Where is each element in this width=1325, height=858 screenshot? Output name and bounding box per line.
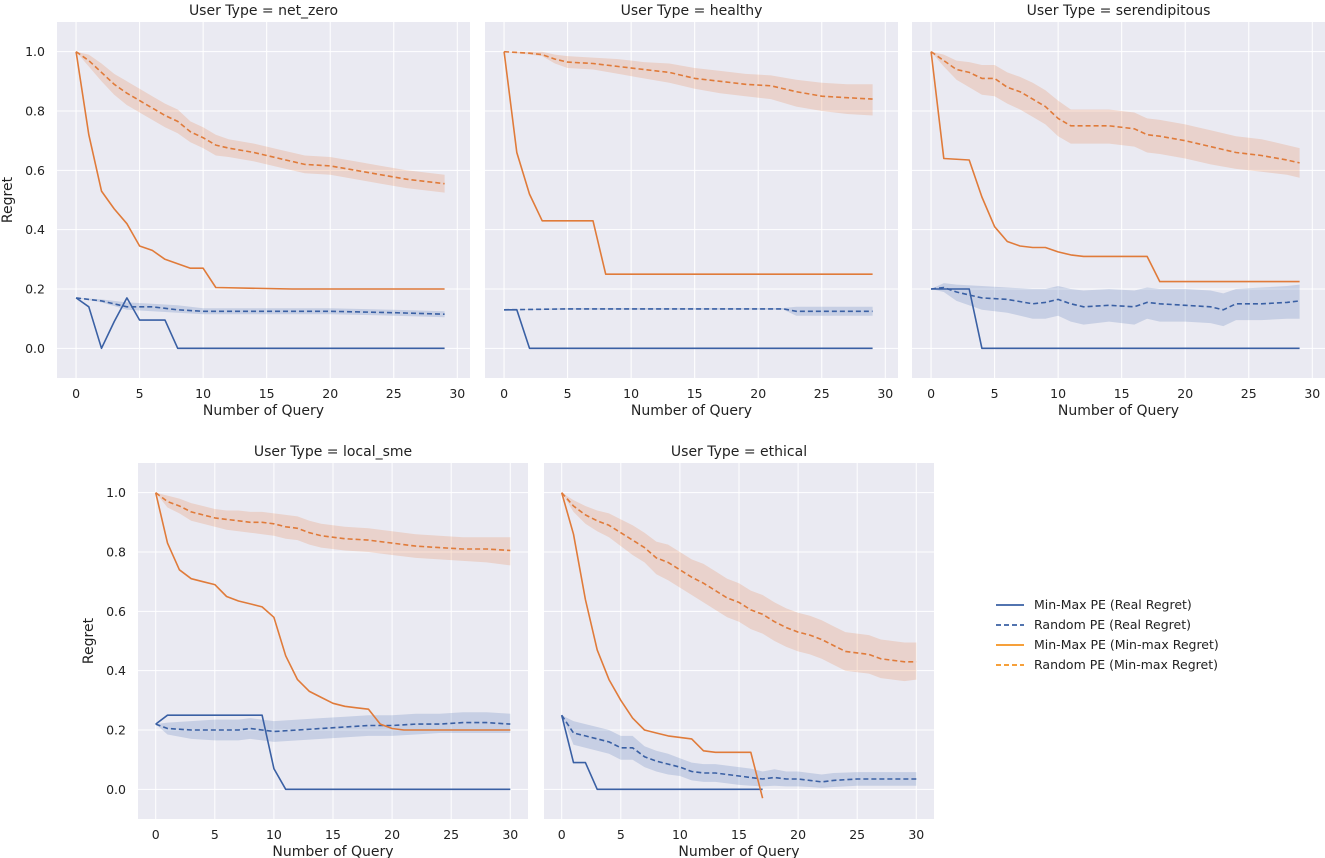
x-tick-label: 10 xyxy=(672,827,688,842)
x-tick-label: 20 xyxy=(1177,386,1193,401)
legend: Min-Max PE (Real Regret) Random PE (Real… xyxy=(996,597,1219,672)
x-tick-label: 5 xyxy=(991,386,999,401)
x-tick-label: 0 xyxy=(558,827,566,842)
y-tick-label: 0.8 xyxy=(25,104,45,119)
series-line xyxy=(504,308,873,313)
chart-healthy: 0 5 10 15 20 25 30 User Type = healthy Number of… xyxy=(485,3,898,419)
y-axis-label: Regret xyxy=(81,617,97,664)
x-tick-label: 10 xyxy=(623,386,639,401)
confidence-band xyxy=(931,283,1300,327)
x-tick-label: 30 xyxy=(502,827,518,842)
x-tick-label: 25 xyxy=(814,386,830,401)
y-tick-label: 1.0 xyxy=(106,485,126,500)
y-tick-label: 0.6 xyxy=(106,604,126,619)
x-tick-label: 5 xyxy=(211,827,219,842)
x-tick-label: 30 xyxy=(1304,386,1320,401)
series-line xyxy=(75,297,445,350)
x-tick-label: 25 xyxy=(443,827,459,842)
plot-area xyxy=(912,22,1325,378)
x-tick-label: 15 xyxy=(731,827,747,842)
x-tick-label: 20 xyxy=(384,827,400,842)
legend-label-random-real: Random PE (Real Regret) xyxy=(1034,617,1191,632)
series-line xyxy=(503,51,873,275)
x-tick-label: 0 xyxy=(500,386,508,401)
x-tick-label: 0 xyxy=(72,386,80,401)
chart-title: User Type = serendipitous xyxy=(1027,3,1211,19)
x-tick-label: 15 xyxy=(325,827,341,842)
y-tick-label: 0.6 xyxy=(25,163,45,178)
x-tick-label: 30 xyxy=(877,386,893,401)
confidence-band xyxy=(76,297,445,318)
x-tick-label: 25 xyxy=(849,827,865,842)
chart-serendipitous: 0 5 10 15 20 25 30 User Type = serendipitous Num… xyxy=(912,3,1325,419)
series-line xyxy=(155,492,511,552)
confidence-band xyxy=(504,51,873,116)
chart-title: User Type = net_zero xyxy=(189,3,338,19)
x-tick-label: 20 xyxy=(322,386,338,401)
x-tick-label: 5 xyxy=(617,827,625,842)
series-line xyxy=(561,714,917,783)
x-tick-label: 25 xyxy=(386,386,402,401)
y-axis-label: Regret xyxy=(0,176,16,223)
y-tick-label: 0.2 xyxy=(106,723,126,738)
chart-title: User Type = healthy xyxy=(621,3,763,19)
y-tick-label: 0.0 xyxy=(25,341,45,356)
x-axis-label: Number of Query xyxy=(1058,403,1179,419)
x-tick-label: 25 xyxy=(1241,386,1257,401)
x-tick-label: 30 xyxy=(449,386,465,401)
x-tick-label: 5 xyxy=(564,386,572,401)
chart-ethical: 0 5 10 15 20 25 30 User Type = ethical Number of… xyxy=(544,444,934,858)
x-tick-label: 0 xyxy=(152,827,160,842)
confidence-band xyxy=(561,715,917,788)
series-line xyxy=(930,51,1300,283)
x-tick-label: 20 xyxy=(750,386,766,401)
legend-label-minmax-minmax: Min-Max PE (Min-max Regret) xyxy=(1034,637,1219,652)
series-line xyxy=(76,297,445,315)
series-line xyxy=(504,309,873,350)
x-tick-label: 15 xyxy=(259,386,275,401)
series-line xyxy=(155,714,511,791)
series-line xyxy=(931,286,1300,311)
y-tick-label: 0.0 xyxy=(106,782,126,797)
chart-title: User Type = local_sme xyxy=(254,444,412,460)
y-tick-label: 0.4 xyxy=(106,663,126,678)
legend-label-minmax-real: Min-Max PE (Real Regret) xyxy=(1034,597,1192,612)
x-axis-label: Number of Query xyxy=(203,403,324,419)
confidence-band xyxy=(76,51,445,193)
y-tick-label: 0.4 xyxy=(25,222,45,237)
chart-title: User Type = ethical xyxy=(671,444,807,460)
series-line xyxy=(75,51,445,185)
series-line xyxy=(561,492,917,663)
series-line xyxy=(155,721,511,733)
legend-label-random-minmax: Random PE (Min-max Regret) xyxy=(1034,657,1218,672)
series-line xyxy=(560,715,763,791)
y-tick-label: 0.2 xyxy=(25,282,45,297)
series-line xyxy=(504,50,873,100)
plot-area xyxy=(485,22,898,378)
x-tick-label: 15 xyxy=(687,386,703,401)
x-tick-label: 10 xyxy=(195,386,211,401)
confidence-band xyxy=(561,492,917,682)
series-line xyxy=(154,492,511,731)
plot-area xyxy=(57,22,470,378)
series-line xyxy=(560,492,764,799)
x-tick-label: 20 xyxy=(790,827,806,842)
y-tick-label: 1.0 xyxy=(25,44,45,59)
x-tick-label: 5 xyxy=(136,386,144,401)
x-axis-label: Number of Query xyxy=(272,844,393,858)
x-tick-label: 15 xyxy=(1114,386,1130,401)
series-line xyxy=(930,51,1300,164)
x-tick-label: 30 xyxy=(908,827,924,842)
x-axis-label: Number of Query xyxy=(631,403,752,419)
x-axis-label: Number of Query xyxy=(678,844,799,858)
x-tick-label: 10 xyxy=(1050,386,1066,401)
x-tick-label: 0 xyxy=(927,386,935,401)
x-tick-label: 10 xyxy=(266,827,282,842)
chart-net-zero: 0 5 10 15 20 25 30 0.0 0.2 0.4 0.6 0.8 1.0 User Type … xyxy=(0,3,470,419)
series-line xyxy=(75,51,445,290)
chart-local-sme: 0 5 10 15 20 25 30 0.0 0.2 0.4 0.6 0.8 1.0 User Type … xyxy=(81,444,528,858)
y-tick-label: 0.8 xyxy=(106,545,126,560)
